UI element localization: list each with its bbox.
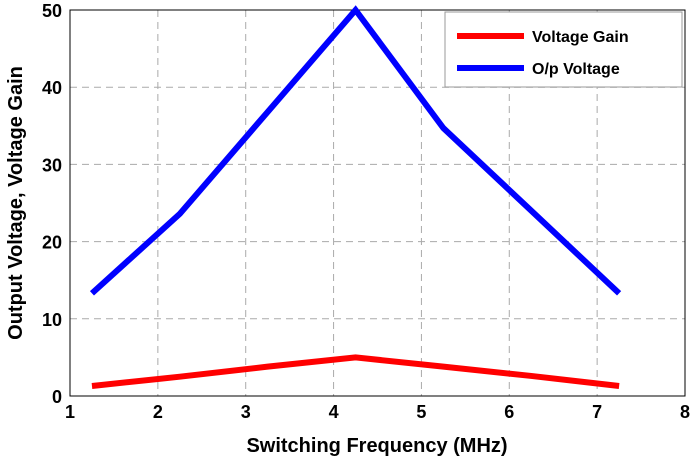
y-tick-label: 30 (42, 155, 62, 175)
y-tick-label: 50 (42, 1, 62, 21)
x-tick-label: 1 (65, 402, 75, 422)
y-axis-label: Output Voltage, Voltage Gain (5, 66, 27, 340)
legend-label: O/p Voltage (532, 61, 620, 78)
x-tick-label: 4 (329, 402, 339, 422)
y-tick-label: 20 (42, 233, 62, 253)
y-tick-label: 10 (42, 310, 62, 330)
legend-label: Voltage Gain (532, 29, 629, 46)
y-tick-label: 40 (42, 78, 62, 98)
legend: Voltage Gain O/p Voltage (445, 12, 682, 87)
x-axis-label: Switching Frequency (MHz) (246, 435, 507, 457)
x-tick-label: 8 (680, 402, 690, 422)
y-tick-label: 0 (52, 387, 62, 407)
series-line-0 (92, 357, 619, 386)
x-tick-label: 2 (153, 402, 163, 422)
x-tick-label: 5 (416, 402, 426, 422)
x-tick-label: 7 (592, 402, 602, 422)
x-tick-label: 6 (504, 402, 514, 422)
x-tick-label: 3 (241, 402, 251, 422)
